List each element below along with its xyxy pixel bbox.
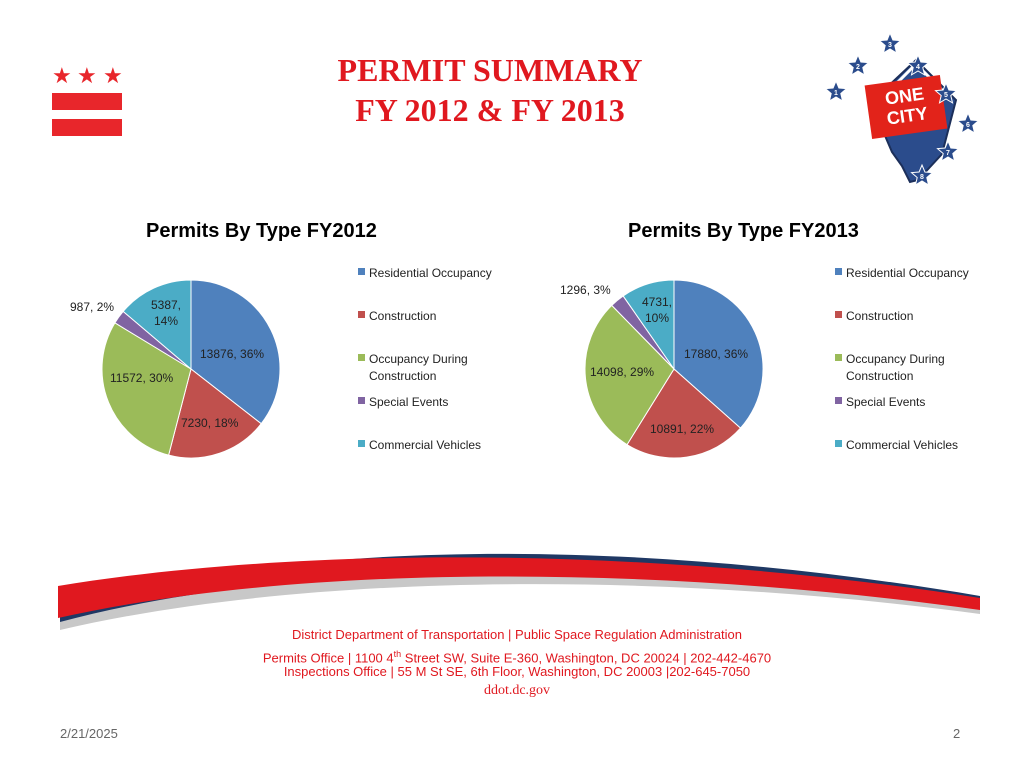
- legend-swatch: [358, 397, 365, 404]
- legend-swatch: [835, 397, 842, 404]
- logo-star-icon: [910, 163, 934, 186]
- footer-website-link[interactable]: ddot.dc.gov: [483, 683, 551, 698]
- pie-slice-residential-occupancy: [673, 279, 764, 429]
- data-label: 4731, 10%: [641, 295, 673, 325]
- pie-slice-construction: [168, 368, 262, 459]
- slide-title-line2: FY 2012 & FY 2013: [355, 92, 625, 128]
- logo-star-number: 3: [888, 42, 892, 49]
- legend-label: Commercial Vehicles: [369, 438, 482, 452]
- logo-star-icon: [936, 139, 960, 162]
- data-label: 1296, 3%: [560, 283, 611, 297]
- footer-line-ddot: District Department of Transportation | …: [292, 627, 742, 642]
- slide-title-line1: PERMIT SUMMARY: [337, 52, 643, 88]
- pie-slice-construction: [626, 368, 742, 459]
- chart-title-fy2013: Permits By Type FY2013: [628, 220, 859, 242]
- data-label: 13876, 36%: [200, 347, 265, 361]
- legend-label: Construction: [369, 309, 437, 323]
- logo-star-icon: [934, 81, 958, 104]
- data-label: 10891, 22%: [650, 422, 715, 436]
- logo-star-number: 2: [856, 64, 860, 71]
- data-label: 5387, 14%: [150, 298, 182, 328]
- legend-label: Occupancy During Construction: [846, 352, 945, 383]
- footer-superscript: th: [393, 649, 402, 659]
- flag-star-icon: ★: [52, 64, 72, 89]
- flag-star-icon: ★: [77, 64, 97, 89]
- pie-chart-fy2012: [101, 279, 281, 459]
- logo-star-number: 5: [944, 92, 948, 99]
- logo-star-number: 7: [946, 150, 950, 157]
- pie-slice-commercial-vehicles: [622, 279, 675, 371]
- footer-text: Street SW, Suite E-360, Washington, DC 2…: [401, 650, 772, 666]
- data-label: 7230, 18%: [181, 416, 239, 430]
- logo-star-icon: [878, 34, 902, 54]
- legend-label: Occupancy During Construction: [369, 352, 468, 383]
- flag-star-icon: ★: [103, 64, 123, 89]
- legend-swatch: [358, 354, 365, 361]
- legend-swatch: [835, 268, 842, 275]
- logo-star-icon: [824, 79, 848, 102]
- legend-label: Residential Occupancy: [846, 266, 969, 280]
- data-label: 14098, 29%: [590, 365, 655, 379]
- legend-swatch: [358, 440, 365, 447]
- slide-page-number: 2: [953, 726, 961, 741]
- flag-bar: [52, 93, 122, 110]
- legend-swatch: [835, 354, 842, 361]
- legend-swatch: [358, 268, 365, 275]
- logo-stars: 1 2 3 4 5 6 7 8: [824, 34, 980, 186]
- pie-chart-fy2013: [584, 279, 764, 459]
- logo-star-number: 6: [966, 122, 970, 129]
- flag-bar: [52, 119, 122, 136]
- logo-star-number: 8: [920, 174, 924, 181]
- footer-line-permits-office: Permits Office | 1100 4th Street SW, Sui…: [0, 645, 1024, 667]
- pie-slice-commercial-vehicles: [122, 279, 192, 371]
- legend-label: Special Events: [369, 395, 449, 409]
- data-label: 987, 2%: [70, 300, 115, 314]
- logo-red-badge: [864, 74, 948, 140]
- pie-slice-occupancy-during-construction: [584, 304, 675, 446]
- legend-label: Special Events: [846, 395, 926, 409]
- logo-star-number: 1: [834, 90, 838, 97]
- legend-label: Commercial Vehicles: [846, 438, 959, 452]
- logo-star-icon: [956, 111, 980, 134]
- footer-line-inspections-office: Inspections Office | 55 M St SE, 6th Flo…: [283, 664, 751, 679]
- logo-star-icon: [906, 53, 930, 76]
- footer-text: Permits Office | 1100 4: [262, 650, 394, 666]
- data-label: 17880, 36%: [684, 347, 749, 361]
- logo-star-icon: [846, 53, 870, 76]
- data-label: 11572, 30%: [110, 371, 174, 385]
- logo-star-number: 4: [916, 64, 920, 71]
- legend-label: Construction: [846, 309, 914, 323]
- legend-swatch: [835, 311, 842, 318]
- legend-label: Residential Occupancy: [369, 266, 492, 280]
- legend-swatch: [835, 440, 842, 447]
- slide-date: 2/21/2025: [60, 726, 118, 741]
- chart-title-fy2012: Permits By Type FY2012: [146, 220, 377, 242]
- pie-slice-residential-occupancy: [190, 279, 281, 425]
- legend-swatch: [358, 311, 365, 318]
- footer-swoosh: [58, 553, 980, 630]
